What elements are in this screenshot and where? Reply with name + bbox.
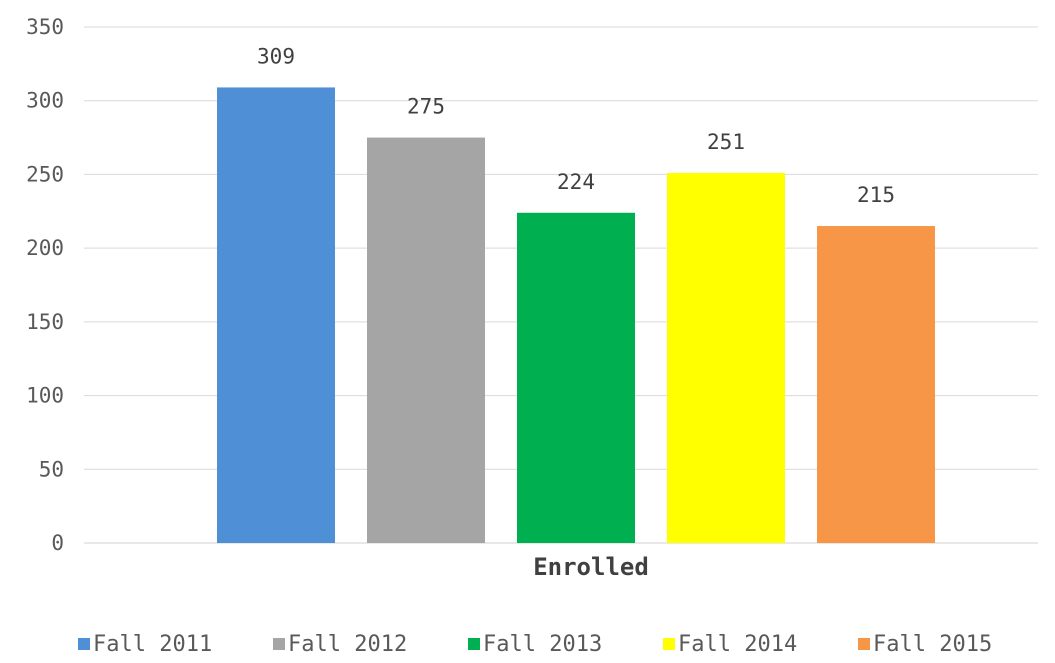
data-label: 224 <box>557 170 595 194</box>
legend-swatch <box>663 638 675 650</box>
legend-item: Fall 2013 <box>468 632 602 657</box>
data-labels: 309 275 224 251 215 <box>257 44 895 207</box>
legend-label: Fall 2015 <box>873 632 992 657</box>
bar-fall-2015 <box>817 226 935 543</box>
legend-label: Fall 2011 <box>93 632 212 657</box>
legend-swatch <box>273 638 285 650</box>
y-tick-label: 250 <box>26 162 64 186</box>
bars <box>217 87 935 543</box>
data-label: 309 <box>257 44 295 68</box>
data-label: 275 <box>407 95 445 119</box>
y-tick-label: 50 <box>39 457 64 481</box>
category-labels: Enrolled <box>533 553 649 581</box>
legend-item: Fall 2015 <box>858 632 992 657</box>
legend-item: Fall 2014 <box>663 632 797 657</box>
bar-fall-2014 <box>667 173 785 543</box>
legend-item: Fall 2012 <box>273 632 407 657</box>
bar-fall-2012 <box>367 138 485 543</box>
category-label: Enrolled <box>533 553 649 581</box>
bar-fall-2013 <box>517 213 635 543</box>
y-tick-label: 0 <box>51 531 64 555</box>
legend: Fall 2011 Fall 2012 Fall 2013 Fall 2014 Fall… <box>78 632 992 657</box>
legend-item: Fall 2011 <box>78 632 212 657</box>
y-tick-label: 350 <box>26 15 64 39</box>
bar-fall-2011 <box>217 87 335 543</box>
data-label: 215 <box>857 183 895 207</box>
legend-label: Fall 2014 <box>678 632 797 657</box>
legend-swatch <box>78 638 90 650</box>
y-tick-label: 300 <box>26 89 64 113</box>
y-axis-tick-labels: 0 50 100 150 200 250 300 350 <box>26 15 64 555</box>
legend-label: Fall 2013 <box>483 632 602 657</box>
y-tick-label: 200 <box>26 236 64 260</box>
legend-label: Fall 2012 <box>288 632 407 657</box>
data-label: 251 <box>707 130 745 154</box>
legend-swatch <box>858 638 870 650</box>
y-tick-label: 100 <box>26 384 64 408</box>
y-tick-label: 150 <box>26 310 64 334</box>
legend-swatch <box>468 638 480 650</box>
